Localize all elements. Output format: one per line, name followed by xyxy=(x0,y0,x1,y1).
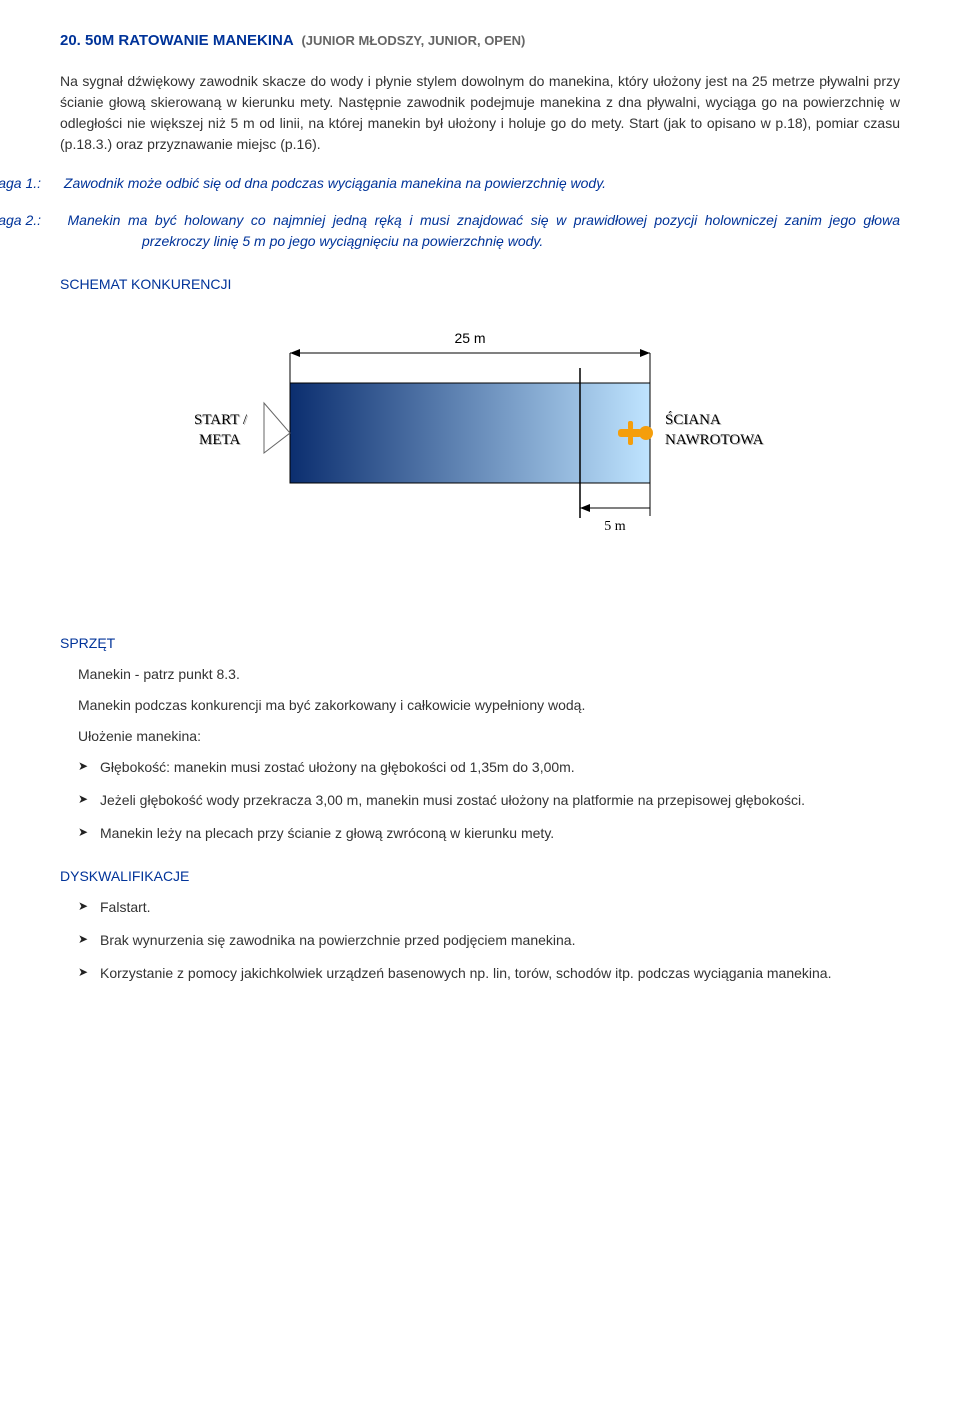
svg-text:ŚCIANA: ŚCIANA xyxy=(665,411,721,428)
title-sub: (JUNIOR MŁODSZY, JUNIOR, OPEN) xyxy=(301,33,525,48)
sprzet-bullet-item: Głębokość: manekin musi zostać ułożony n… xyxy=(78,757,900,778)
note-1-text: Zawodnik może odbić się od dna podczas w… xyxy=(64,175,606,191)
note-2: Uwaga 2.: Manekin ma być holowany co naj… xyxy=(60,210,900,252)
svg-text:META: META xyxy=(199,432,240,448)
title-main: 50M RATOWANIE MANEKINA xyxy=(85,32,293,49)
note-2-text: Manekin ma być holowany co najmniej jedn… xyxy=(68,212,900,249)
svg-text:NAWROTOWA: NAWROTOWA xyxy=(665,432,764,448)
dys-bullet-item: Falstart. xyxy=(78,897,900,918)
dys-bullet-item: Korzystanie z pomocy jakichkolwiek urząd… xyxy=(78,963,900,984)
schema-heading: SCHEMAT KONKURENCJI xyxy=(60,274,900,295)
dys-bullet-item: Brak wynurzenia się zawodnika na powierz… xyxy=(78,930,900,951)
svg-text:START /: START / xyxy=(194,412,248,428)
note-1: Uwaga 1.: Zawodnik może odbić się od dna… xyxy=(60,173,900,194)
sprzet-bullet-list: Głębokość: manekin musi zostać ułożony n… xyxy=(60,757,900,844)
svg-text:5 m: 5 m xyxy=(604,519,626,534)
schema-diagram: 25 mSTART /START /METAMETAŚCIANAŚCIANANA… xyxy=(160,313,800,573)
dys-bullet-list: Falstart. Brak wynurzenia się zawodnika n… xyxy=(60,897,900,984)
sprzet-line-2: Manekin podczas konkurencji ma być zakor… xyxy=(78,695,900,716)
sprzet-heading: SPRZĘT xyxy=(60,633,900,654)
sprzet-bullet-item: Manekin leży na plecach przy ścianie z g… xyxy=(78,823,900,844)
svg-text:25 m: 25 m xyxy=(454,330,485,346)
intro-paragraph: Na sygnał dźwiękowy zawodnik skacze do w… xyxy=(60,71,900,155)
sprzet-bullet-item: Jeżeli głębokość wody przekracza 3,00 m,… xyxy=(78,790,900,811)
title-number: 20. xyxy=(60,32,81,49)
sprzet-line-3: Ułożenie manekina: xyxy=(78,726,900,747)
schema-diagram-container: 25 mSTART /START /METAMETAŚCIANAŚCIANANA… xyxy=(60,313,900,573)
page-title: 20. 50M RATOWANIE MANEKINA (JUNIOR MŁODS… xyxy=(60,30,900,53)
sprzet-line-1: Manekin - patrz punkt 8.3. xyxy=(78,664,900,685)
dys-heading: DYSKWALIFIKACJE xyxy=(60,866,900,887)
